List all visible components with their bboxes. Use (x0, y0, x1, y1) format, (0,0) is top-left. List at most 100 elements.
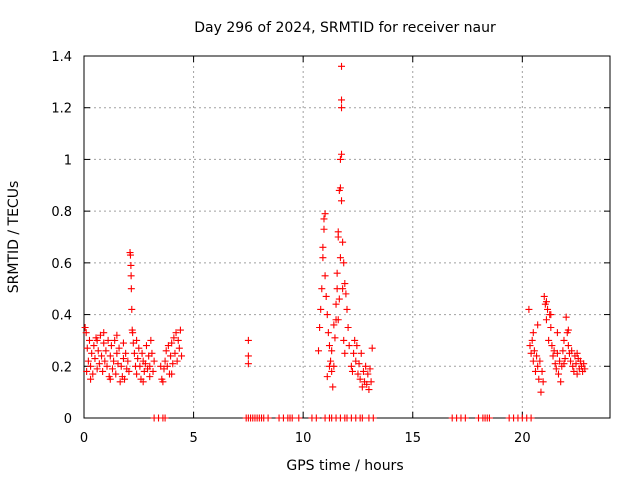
data-point (544, 305, 552, 313)
data-point (106, 375, 114, 383)
data-point (367, 378, 375, 386)
data-point (338, 197, 346, 205)
data-point (542, 316, 550, 324)
data-point (358, 383, 366, 391)
data-point (127, 272, 135, 280)
data-point (364, 370, 372, 378)
data-point (87, 375, 95, 383)
data-point (117, 362, 125, 370)
data-point (534, 321, 542, 329)
data-point (338, 62, 346, 70)
data-point (581, 365, 589, 373)
data-point (142, 342, 150, 350)
data-point (134, 355, 142, 363)
data-point (295, 414, 303, 422)
data-point (572, 360, 580, 368)
data-point (341, 349, 349, 357)
data-point (90, 342, 98, 350)
data-point (138, 349, 146, 357)
data-point (94, 347, 102, 355)
data-point (324, 329, 332, 337)
data-point (128, 305, 136, 313)
data-point (170, 334, 178, 342)
x-axis-title: GPS time / hours (286, 458, 403, 474)
data-point (340, 336, 348, 344)
data-point (139, 378, 147, 386)
data-point (347, 362, 355, 370)
x-tick-label: 5 (189, 431, 197, 446)
data-point (288, 414, 296, 422)
data-point (124, 357, 132, 365)
data-point (146, 362, 154, 370)
data-point (149, 367, 157, 375)
data-point (366, 365, 374, 373)
data-point (244, 336, 252, 344)
data-point (129, 329, 137, 337)
data-point (319, 254, 327, 262)
data-point (113, 331, 121, 339)
data-point (556, 357, 564, 365)
data-point (329, 383, 337, 391)
data-point (530, 347, 538, 355)
data-points (81, 62, 589, 422)
data-point (136, 362, 144, 370)
y-tick-label: 1.4 (51, 50, 72, 65)
data-point (334, 233, 342, 241)
data-point (173, 357, 181, 365)
data-point (525, 305, 533, 313)
x-tick-label: 20 (514, 431, 531, 446)
data-point (338, 150, 346, 158)
chart-title: Day 296 of 2024, SRMTID for receiver nau… (194, 20, 496, 36)
data-point (338, 96, 346, 104)
y-tick-label: 0.4 (51, 309, 72, 324)
data-point (168, 339, 176, 347)
x-tick-label: 10 (295, 431, 312, 446)
data-point (315, 347, 323, 355)
data-point (336, 155, 344, 163)
data-point (535, 375, 543, 383)
data-point (167, 352, 175, 360)
data-point (321, 272, 329, 280)
data-point (562, 313, 570, 321)
data-point (338, 104, 346, 112)
data-point (130, 349, 138, 357)
data-point (339, 285, 347, 293)
data-point (325, 342, 333, 350)
data-point (141, 360, 149, 368)
data-point (542, 298, 550, 306)
data-point (150, 357, 158, 365)
data-point (147, 336, 155, 344)
data-point (580, 360, 588, 368)
data-point (363, 380, 371, 388)
data-point (356, 375, 364, 383)
data-point (552, 365, 560, 373)
x-tick-label: 15 (404, 431, 421, 446)
data-point (163, 362, 171, 370)
data-point (178, 352, 186, 360)
data-point (548, 342, 556, 350)
data-point (87, 362, 95, 370)
data-point (568, 347, 576, 355)
data-point (355, 360, 363, 368)
y-tick-label: 0.6 (51, 257, 72, 272)
data-point (333, 269, 341, 277)
data-point (104, 336, 112, 344)
data-point (328, 347, 336, 355)
data-point (81, 324, 89, 331)
data-point (85, 336, 93, 344)
data-point (159, 378, 167, 386)
data-point (82, 329, 90, 337)
data-point (561, 355, 569, 363)
data-point (135, 344, 143, 352)
data-point (567, 357, 575, 365)
data-point (339, 238, 347, 246)
data-point (244, 360, 252, 368)
data-point (161, 357, 169, 365)
data-point (529, 329, 537, 337)
data-point (174, 336, 182, 344)
tick-marks (83, 55, 610, 419)
data-point (330, 321, 338, 329)
data-point (319, 243, 327, 251)
data-point (127, 285, 135, 293)
data-point (99, 367, 107, 375)
